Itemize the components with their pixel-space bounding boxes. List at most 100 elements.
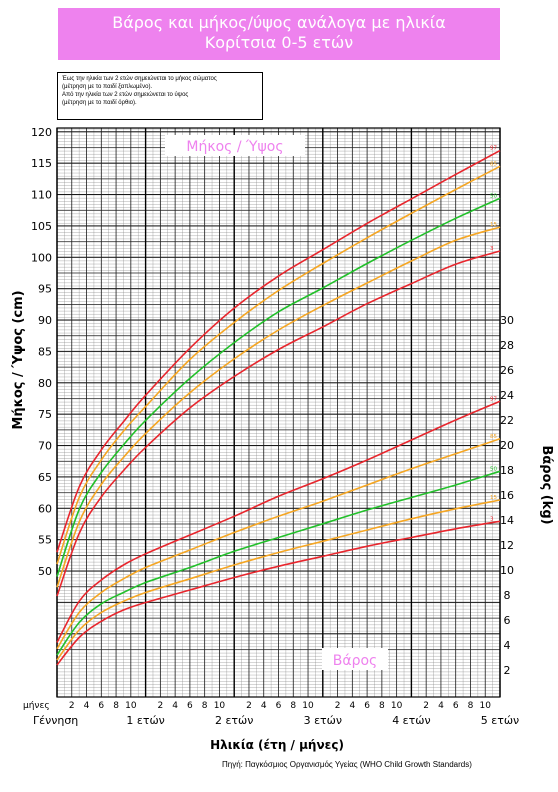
- weight-tick-label: 12: [500, 539, 514, 552]
- plot-frame: [56, 127, 501, 698]
- length-tick-label: 115: [31, 157, 52, 170]
- chart-grid: [56, 127, 501, 698]
- chart-labels: Μήκος / Ύψος Βάρος 50 55 60 65 70 75 80 85 90 95 100…: [11, 126, 554, 752]
- month-tick-label: 8: [113, 701, 119, 711]
- month-tick-label: 6: [453, 701, 459, 711]
- length-section-title: Μήκος / Ύψος: [186, 139, 283, 155]
- note-line-2: (μέτρηση με το παιδί ξαπλωμένο).: [62, 84, 153, 90]
- length-curve-p15: [56, 226, 501, 588]
- length-tick-label: 70: [38, 440, 52, 453]
- weight-tick-label: 24: [500, 389, 514, 402]
- weight-section-label: Βάρος: [322, 648, 388, 670]
- month-tick-label: 10: [302, 701, 314, 711]
- source-note: Πηγή: Παγκόσμιος Οργανισμός Υγείας (WHO …: [222, 760, 472, 769]
- month-tick-label: 4: [349, 701, 355, 711]
- weight-tick-label: 2: [504, 664, 511, 677]
- weight-label-bg: [322, 648, 388, 670]
- weight-section-title: Βάρος: [333, 653, 378, 669]
- weight-curve-p85: [56, 438, 501, 650]
- length-tick-label: 80: [38, 377, 52, 390]
- measurement-note: Έως την ηλικία των 2 ετών σημειώνεται το…: [57, 72, 263, 120]
- y-axis-left-title: Μήκος / Ύψος (cm): [11, 290, 26, 429]
- weight-tick-label: 22: [500, 414, 514, 427]
- month-tick-label: 10: [391, 701, 403, 711]
- year-label: 5 ετών: [481, 714, 519, 727]
- weight-percentile-label-p3: 3: [490, 516, 494, 522]
- weight-tick-label: 16: [500, 489, 514, 502]
- length-tick-label: 55: [38, 534, 52, 547]
- month-tick-label: 10: [214, 701, 226, 711]
- year-label: 3 ετών: [304, 714, 342, 727]
- month-tick-label: 8: [379, 701, 385, 711]
- weight-tick-label: 8: [504, 589, 511, 602]
- month-tick-label: 10: [480, 701, 492, 711]
- weight-tick-label: 18: [500, 464, 514, 477]
- weight-tick-label: 6: [504, 614, 511, 627]
- weight-tick-label: 10: [500, 564, 514, 577]
- y-axis-right-title: Βάρος (kg): [539, 445, 554, 524]
- length-percentile-label-p50: 50: [490, 193, 497, 199]
- length-tick-label: 90: [38, 314, 52, 327]
- month-tick-label: 2: [335, 701, 341, 711]
- weight-percentile-label-p97: 97: [490, 396, 497, 402]
- month-tick-label: 6: [98, 701, 104, 711]
- year-label: 2 ετών: [215, 714, 253, 727]
- month-tick-label: 2: [423, 701, 429, 711]
- note-line-1: Έως την ηλικία των 2 ετών σημειώνεται το…: [62, 76, 217, 82]
- month-tick-label: 10: [125, 701, 137, 711]
- note-line-3: Από την ηλικία των 2 ετών σημειώνεται το…: [62, 92, 189, 98]
- length-curve-p97: [56, 149, 501, 553]
- length-percentile-label-p15: 15: [490, 222, 497, 228]
- weight-curve-p15: [56, 499, 501, 661]
- weight-percentile-label-p85: 85: [490, 434, 497, 440]
- length-curve-p50: [56, 197, 501, 577]
- length-label-bg: [165, 135, 305, 156]
- weight-tick-label: 20: [500, 439, 514, 452]
- length-percentile-label-p3: 3: [490, 246, 494, 252]
- length-percentile-label-p97: 97: [490, 146, 497, 152]
- weight-tick-label: 14: [500, 514, 514, 527]
- length-tick-label: 120: [31, 126, 52, 139]
- percentile-curves: 97 85 50 15 3 97 85 50 15 3: [56, 146, 501, 666]
- length-tick-label: 95: [38, 283, 52, 296]
- month-tick-label: 4: [261, 701, 267, 711]
- month-tick-label: 6: [276, 701, 282, 711]
- year-label: 4 ετών: [392, 714, 430, 727]
- length-tick-label: 75: [38, 408, 52, 421]
- length-tick-label: 50: [38, 565, 52, 578]
- weight-percentile-label-p15: 15: [490, 495, 497, 501]
- chart-title: Βάρος και μήκος/ύψος ανάλογα με ηλικία: [112, 13, 446, 32]
- weight-tick-label: 4: [504, 639, 511, 652]
- x-axis-title: Ηλικία (έτη / μήνες): [210, 738, 344, 752]
- length-tick-label: 105: [31, 220, 52, 233]
- weight-percentile-label-p50: 50: [490, 466, 497, 472]
- months-label: μήνες: [23, 701, 50, 711]
- length-curve-p85: [56, 165, 501, 565]
- length-tick-label: 65: [38, 471, 52, 484]
- year-label: Γέννηση: [33, 714, 78, 727]
- month-tick-label: 6: [187, 701, 193, 711]
- weight-tick-label: 30: [500, 314, 514, 327]
- month-tick-label: 4: [438, 701, 444, 711]
- weight-tick-label: 28: [500, 339, 514, 352]
- month-tick-label: 4: [84, 701, 90, 711]
- year-label: 1 ετών: [126, 714, 164, 727]
- chart-header: Βάρος και μήκος/ύψος ανάλογα με ηλικία Κ…: [58, 8, 500, 60]
- month-tick-label: 8: [202, 701, 208, 711]
- month-tick-label: 2: [157, 701, 163, 711]
- chart-subtitle: Κορίτσια 0-5 ετών: [204, 33, 354, 52]
- length-tick-label: 60: [38, 502, 52, 515]
- weight-tick-label: 26: [500, 364, 514, 377]
- month-tick-label: 2: [246, 701, 252, 711]
- month-tick-label: 8: [468, 701, 474, 711]
- weight-curve-p50: [56, 470, 501, 656]
- length-tick-label: 100: [31, 251, 52, 264]
- month-tick-label: 2: [69, 701, 75, 711]
- month-tick-label: 6: [364, 701, 370, 711]
- weight-curve-p97: [56, 400, 501, 643]
- length-curve-p3: [56, 250, 501, 597]
- length-tick-label: 85: [38, 345, 52, 358]
- month-tick-label: 4: [172, 701, 178, 711]
- note-line-4: (μέτρηση με το παιδί όρθιο).: [62, 100, 137, 106]
